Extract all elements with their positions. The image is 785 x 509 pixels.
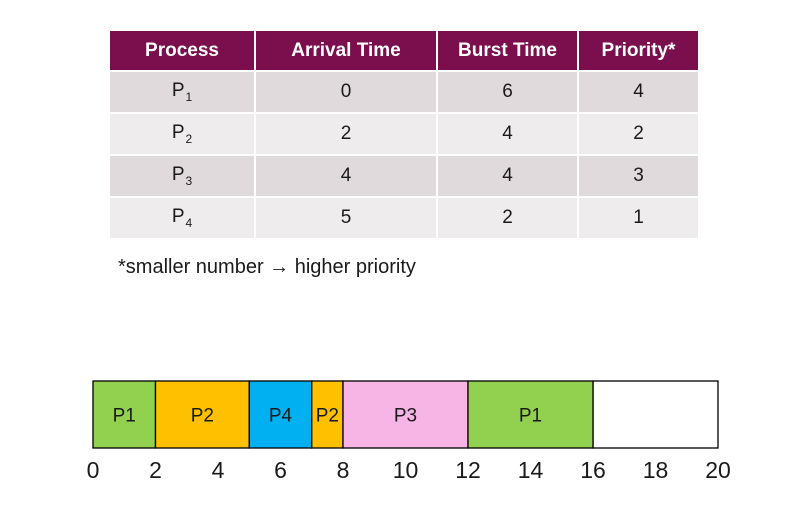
gantt-segment-label: P4 <box>269 406 293 427</box>
gantt-tick-label: 10 <box>393 457 419 483</box>
header-arrival-time: Arrival Time <box>255 31 438 71</box>
process-table: Process Arrival Time Burst Time Priority… <box>110 31 698 238</box>
gantt-empty-slot <box>592 380 719 449</box>
gantt-segment-label: P3 <box>394 406 417 427</box>
process-cell: P1 <box>110 70 256 113</box>
table-row: P4 5 2 1 <box>110 196 698 238</box>
process-letter: P <box>171 206 185 227</box>
gantt-tick-label: 2 <box>149 457 162 483</box>
header-burst-time: Burst Time <box>437 31 579 71</box>
table-row: P1 0 6 4 <box>110 70 698 113</box>
process-subscript: 3 <box>185 174 193 188</box>
gantt-tick-label: 18 <box>643 457 669 483</box>
burst-cell: 6 <box>437 70 579 113</box>
process-subscript: 2 <box>185 132 193 146</box>
gantt-segment-p1 <box>467 380 594 449</box>
burst-cell: 4 <box>437 154 579 197</box>
gantt-segment-label: P2 <box>316 406 339 427</box>
process-cell: P4 <box>110 196 256 238</box>
gantt-segment-p2 <box>311 380 344 449</box>
gantt-segment-label: P1 <box>113 406 136 427</box>
process-subscript: 1 <box>185 90 193 104</box>
table-row: P2 2 4 2 <box>110 112 698 155</box>
arrival-cell: 5 <box>255 196 438 238</box>
process-subscript: 4 <box>185 216 193 230</box>
burst-cell: 4 <box>437 112 579 155</box>
priority-cell: 2 <box>578 112 698 155</box>
priority-note: *smaller number → higher priority <box>118 256 416 278</box>
gantt-segment-p2 <box>154 380 250 449</box>
gantt-segment-label: P2 <box>191 406 214 427</box>
gantt-segment-p1 <box>92 380 157 449</box>
arrival-cell: 4 <box>255 154 438 197</box>
gantt-tick-label: 6 <box>274 457 287 483</box>
process-letter: P <box>171 164 185 185</box>
process-cell: P3 <box>110 154 256 197</box>
arrival-cell: 2 <box>255 112 438 155</box>
gantt-tick-label: 8 <box>337 457 350 483</box>
header-process: Process <box>110 31 256 71</box>
process-letter: P <box>171 80 185 101</box>
gantt-segment-p3 <box>342 380 469 449</box>
arrival-cell: 0 <box>255 70 438 113</box>
gantt-tick-label: 20 <box>705 457 731 483</box>
process-letter: P <box>171 122 185 143</box>
table-header-row: Process Arrival Time Burst Time Priority… <box>110 31 698 71</box>
burst-cell: 2 <box>437 196 579 238</box>
table-row: P3 4 4 3 <box>110 154 698 197</box>
gantt-tick-label: 4 <box>212 457 225 483</box>
header-priority: Priority* <box>578 31 698 71</box>
gantt-segment-label: P1 <box>519 406 542 427</box>
gantt-tick-label: 16 <box>580 457 606 483</box>
gantt-tick-label: 0 <box>87 457 100 483</box>
gantt-tick-label: 14 <box>518 457 544 483</box>
priority-cell: 3 <box>578 154 698 197</box>
priority-cell: 4 <box>578 70 698 113</box>
priority-cell: 1 <box>578 196 698 238</box>
process-cell: P2 <box>110 112 256 155</box>
gantt-tick-label: 12 <box>455 457 481 483</box>
